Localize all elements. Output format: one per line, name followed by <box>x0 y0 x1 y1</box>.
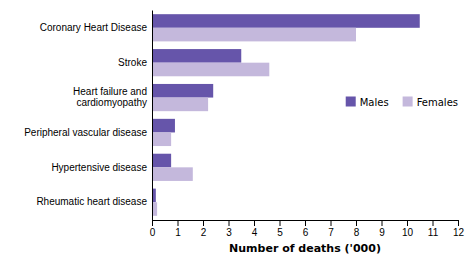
x-tick-mark <box>254 220 255 226</box>
y-tick-label: Peripheral vascular disease <box>24 127 147 138</box>
x-tick-mark <box>407 220 408 226</box>
x-tick: 12 <box>453 220 465 238</box>
bar <box>152 119 175 133</box>
x-tick-label: 10 <box>402 227 414 238</box>
legend-label: Females <box>417 97 458 108</box>
x-axis-line <box>153 221 459 227</box>
x-tick: 0 <box>150 220 156 238</box>
x-tick: 7 <box>328 220 334 238</box>
legend-swatch <box>346 97 356 107</box>
y-tick: Heart failure andcardiomyopathy <box>73 86 147 108</box>
bar <box>152 63 269 77</box>
y-tick: Stroke <box>118 57 147 68</box>
x-tick-mark <box>458 220 459 226</box>
x-tick-label: 7 <box>328 227 334 238</box>
legend-swatch <box>403 97 413 107</box>
y-tick: Coronary Heart Disease <box>40 22 148 33</box>
legend: Males Females <box>346 97 458 108</box>
x-tick-label: 8 <box>354 227 360 238</box>
x-tick-mark <box>382 220 383 226</box>
x-tick: 5 <box>277 220 283 238</box>
x-tick-label: 3 <box>226 227 232 238</box>
y-tick-label-line: Heart failure and <box>73 86 147 97</box>
x-tick-label: 12 <box>453 227 465 238</box>
x-tick-mark <box>305 220 306 226</box>
x-tick: 2 <box>201 220 207 238</box>
x-tick: 9 <box>379 220 385 238</box>
y-axis: Rheumatic heart disease Hypertensive dise… <box>24 11 152 221</box>
y-axis-line <box>152 11 153 221</box>
y-tick: Peripheral vascular disease <box>24 127 147 138</box>
y-tick-label: Rheumatic heart disease <box>36 196 147 207</box>
y-tick: Rheumatic heart disease <box>36 196 147 207</box>
x-tick-mark <box>178 220 179 226</box>
bars <box>152 14 420 216</box>
x-tick-mark <box>433 220 434 226</box>
x-tick: 3 <box>226 220 232 238</box>
plot-area: 0123456789101112Rheumatic heart diseaseH… <box>24 11 464 239</box>
y-tick-label: Heart failure andcardiomyopathy <box>73 86 147 108</box>
bar <box>152 84 213 98</box>
x-axis: 0123456789101112 <box>150 220 465 238</box>
chart: 0123456789101112Rheumatic heart diseaseH… <box>0 0 474 260</box>
x-axis-title: Number of deaths ('000) <box>229 242 381 255</box>
x-tick: 1 <box>175 220 181 238</box>
x-tick: 11 <box>428 220 439 238</box>
x-tick-mark <box>203 220 204 226</box>
x-tick: 8 <box>354 220 360 238</box>
y-tick-label: Coronary Heart Disease <box>40 22 148 33</box>
x-tick: 4 <box>252 220 258 238</box>
y-tick-label: Stroke <box>118 57 147 68</box>
x-tick-mark <box>229 220 230 226</box>
x-tick-label: 4 <box>252 227 258 238</box>
x-tick-mark <box>152 220 153 226</box>
y-tick-label: Hypertensive disease <box>51 162 147 173</box>
x-tick: 6 <box>303 220 309 238</box>
bar <box>152 98 208 112</box>
x-tick-mark <box>331 220 332 226</box>
bar <box>152 132 171 146</box>
x-tick-label: 6 <box>303 227 309 238</box>
bar <box>152 28 356 42</box>
x-tick-mark <box>356 220 357 226</box>
x-tick-label: 9 <box>379 227 385 238</box>
x-tick-label: 5 <box>277 227 283 238</box>
legend-item: Females <box>403 97 458 108</box>
x-tick-label: 0 <box>150 227 156 238</box>
series <box>152 14 420 202</box>
legend-item: Males <box>346 97 389 108</box>
y-tick-label-line: cardiomyopathy <box>76 97 147 108</box>
y-tick: Hypertensive disease <box>51 162 147 173</box>
bar <box>152 49 241 63</box>
bar <box>152 167 193 181</box>
bar <box>152 14 420 28</box>
x-tick-label: 1 <box>175 227 181 238</box>
series <box>152 28 356 216</box>
bar <box>152 154 171 168</box>
x-tick: 10 <box>402 220 414 238</box>
x-tick-label: 11 <box>428 227 439 238</box>
legend-label: Males <box>360 97 389 108</box>
x-tick-mark <box>280 220 281 226</box>
x-tick-label: 2 <box>201 227 207 238</box>
